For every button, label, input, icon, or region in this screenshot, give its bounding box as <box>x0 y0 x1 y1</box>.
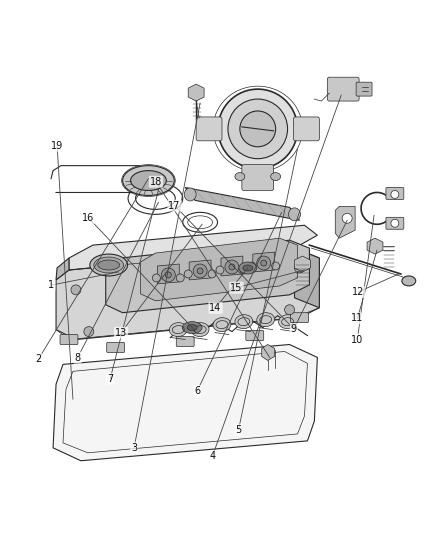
FancyBboxPatch shape <box>60 335 78 344</box>
Polygon shape <box>106 240 309 313</box>
Circle shape <box>193 264 207 278</box>
Ellipse shape <box>243 265 253 271</box>
Circle shape <box>240 266 248 274</box>
Text: 19: 19 <box>51 141 63 151</box>
Text: 9: 9 <box>291 324 297 334</box>
Circle shape <box>161 268 175 282</box>
Text: 11: 11 <box>351 313 364 324</box>
Ellipse shape <box>402 276 416 286</box>
Circle shape <box>294 263 304 273</box>
Circle shape <box>285 305 294 314</box>
Circle shape <box>248 262 256 270</box>
Ellipse shape <box>239 262 257 274</box>
Text: 13: 13 <box>115 328 127 338</box>
Polygon shape <box>56 248 319 340</box>
FancyBboxPatch shape <box>386 217 404 229</box>
Ellipse shape <box>271 173 281 181</box>
Ellipse shape <box>170 322 187 336</box>
Circle shape <box>216 266 224 274</box>
Circle shape <box>152 274 160 282</box>
Circle shape <box>261 260 267 266</box>
Polygon shape <box>262 344 275 360</box>
Text: 18: 18 <box>150 177 162 187</box>
FancyBboxPatch shape <box>386 188 404 199</box>
Circle shape <box>257 256 271 270</box>
Polygon shape <box>335 206 355 238</box>
Ellipse shape <box>235 314 253 329</box>
Circle shape <box>84 327 94 336</box>
Ellipse shape <box>279 314 297 329</box>
Circle shape <box>197 268 203 274</box>
Text: 3: 3 <box>131 442 137 453</box>
Circle shape <box>218 89 297 168</box>
Polygon shape <box>253 252 275 272</box>
Circle shape <box>342 213 352 223</box>
FancyBboxPatch shape <box>242 165 274 190</box>
Circle shape <box>272 262 279 270</box>
Polygon shape <box>294 248 319 308</box>
Ellipse shape <box>98 260 120 270</box>
FancyBboxPatch shape <box>246 330 264 341</box>
FancyBboxPatch shape <box>107 343 124 352</box>
FancyBboxPatch shape <box>290 313 308 322</box>
Text: 15: 15 <box>230 282 243 293</box>
Polygon shape <box>56 258 69 280</box>
Text: 1: 1 <box>48 280 54 290</box>
Text: 16: 16 <box>82 213 95 223</box>
Ellipse shape <box>131 171 166 190</box>
Text: 7: 7 <box>107 374 113 384</box>
Ellipse shape <box>187 325 197 330</box>
Ellipse shape <box>123 166 174 196</box>
FancyBboxPatch shape <box>196 117 222 141</box>
FancyBboxPatch shape <box>293 117 319 141</box>
Ellipse shape <box>257 313 275 327</box>
Ellipse shape <box>191 322 209 336</box>
Polygon shape <box>188 84 204 101</box>
Circle shape <box>184 270 192 278</box>
Ellipse shape <box>94 257 124 273</box>
Polygon shape <box>141 238 297 301</box>
Text: 4: 4 <box>209 451 215 461</box>
Circle shape <box>391 219 399 227</box>
FancyBboxPatch shape <box>327 77 359 101</box>
FancyBboxPatch shape <box>176 336 194 346</box>
Text: 14: 14 <box>209 303 222 313</box>
Polygon shape <box>69 225 318 270</box>
Text: 6: 6 <box>194 386 200 396</box>
Circle shape <box>208 270 216 278</box>
Polygon shape <box>294 256 311 272</box>
Text: 12: 12 <box>352 287 364 297</box>
Text: 10: 10 <box>351 335 364 345</box>
Ellipse shape <box>213 318 231 332</box>
Circle shape <box>176 274 184 282</box>
Polygon shape <box>221 256 243 276</box>
Ellipse shape <box>235 173 245 181</box>
Text: 8: 8 <box>74 353 81 362</box>
Polygon shape <box>367 238 383 254</box>
Circle shape <box>229 264 235 270</box>
Ellipse shape <box>289 208 300 221</box>
Circle shape <box>240 111 276 147</box>
Circle shape <box>391 190 399 198</box>
Circle shape <box>165 272 171 278</box>
Circle shape <box>71 285 81 295</box>
Ellipse shape <box>182 321 202 334</box>
Polygon shape <box>189 260 211 280</box>
Polygon shape <box>185 188 300 220</box>
FancyBboxPatch shape <box>356 82 372 96</box>
Text: 17: 17 <box>169 200 181 211</box>
Ellipse shape <box>184 188 196 201</box>
Text: 5: 5 <box>236 425 242 434</box>
Circle shape <box>228 99 288 159</box>
Circle shape <box>225 260 239 274</box>
Text: 2: 2 <box>35 354 42 364</box>
Ellipse shape <box>90 254 127 276</box>
Polygon shape <box>53 344 318 461</box>
Polygon shape <box>157 264 179 284</box>
